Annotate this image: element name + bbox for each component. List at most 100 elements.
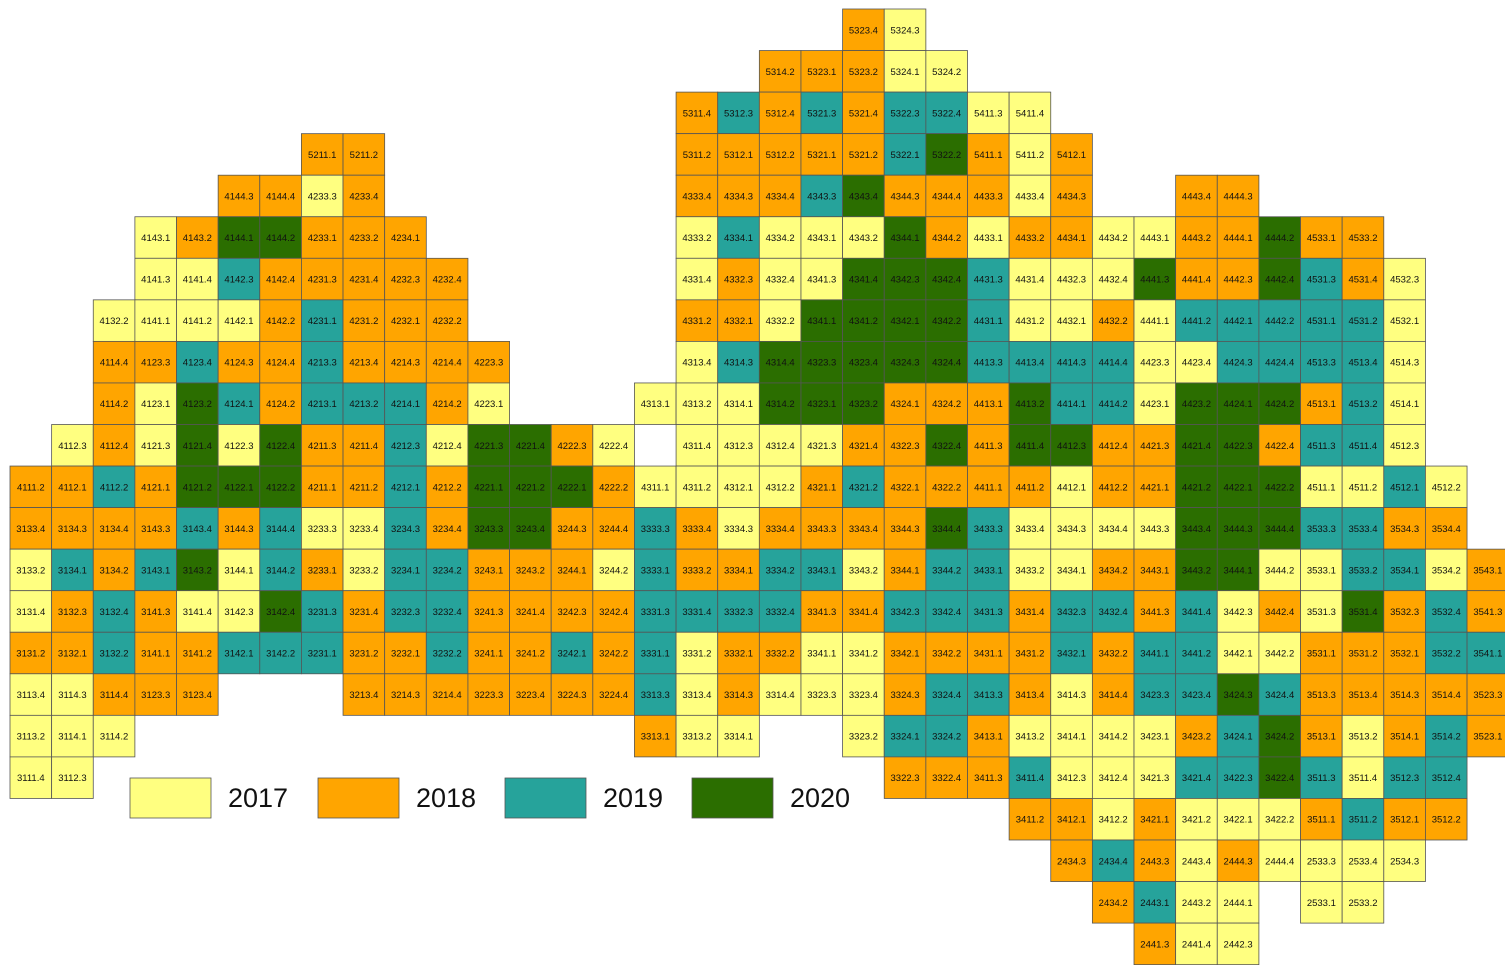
cell-label: 4123.2	[183, 399, 212, 410]
cell-label: 3444.3	[1224, 524, 1253, 535]
cell-label: 3343.4	[849, 524, 878, 535]
cell-label: 4343.3	[807, 191, 836, 202]
grid-cell	[1425, 798, 1468, 841]
grid-cell	[509, 673, 552, 716]
grid-cell	[1216, 548, 1260, 592]
grid-cell	[1425, 590, 1468, 633]
cell-label: 3413.3	[974, 690, 1003, 701]
cell-label: 4432.2	[1099, 316, 1128, 327]
grid-cell	[1091, 257, 1135, 301]
cell-label: 4444.2	[1265, 233, 1294, 244]
grid-cell	[800, 174, 843, 218]
cell-label: 3433.3	[974, 524, 1003, 535]
cell-label: 4214.2	[433, 399, 462, 410]
grid-cell	[967, 340, 1010, 384]
grid-cell	[800, 673, 843, 716]
cell-label: 4333.2	[682, 233, 711, 244]
cell-label: 4324.4	[932, 358, 961, 369]
cell-label: 2444.3	[1224, 856, 1253, 867]
cell-label: 3241.2	[516, 649, 545, 660]
grid-cell	[1175, 382, 1218, 425]
cell-label: 4413.2	[1015, 399, 1044, 410]
cell-label: 4431.3	[974, 275, 1003, 286]
grid-cell	[1091, 881, 1135, 924]
cell-label: 4421.1	[1140, 482, 1169, 493]
cell-label: 3324.1	[891, 732, 920, 743]
grid-cell	[1466, 590, 1505, 633]
cell-label: 3133.2	[16, 565, 45, 576]
cell-label: 3343.3	[807, 524, 836, 535]
grid-cell	[1008, 465, 1052, 508]
cell-label: 4341.3	[807, 275, 836, 286]
grid-cell	[176, 340, 219, 384]
cell-label: 3413.4	[1015, 690, 1044, 701]
cell-label: 3421.3	[1140, 773, 1169, 784]
cell-label: 4344.3	[891, 191, 920, 202]
grid-cell	[92, 465, 136, 508]
grid-cell	[758, 216, 802, 259]
cell-label: 4434.2	[1099, 233, 1128, 244]
cell-label: 4141.1	[141, 316, 170, 327]
cell-label: 3514.3	[1390, 690, 1419, 701]
cell-label: 3441.4	[1182, 607, 1211, 618]
grid-cell	[717, 133, 760, 176]
cell-label: 4533.2	[1348, 233, 1377, 244]
cell-label: 4413.3	[974, 358, 1003, 369]
grid-cell	[925, 91, 968, 135]
grid-cell	[800, 299, 843, 342]
cell-label: 2533.3	[1307, 856, 1336, 867]
grid-cell	[1050, 631, 1093, 675]
grid-cell	[342, 340, 386, 384]
grid-cell	[1300, 548, 1343, 592]
grid-cell	[1425, 465, 1468, 508]
cell-label: 2434.4	[1099, 856, 1128, 867]
cell-label: 3324.4	[932, 690, 961, 701]
cell-label: 3333.1	[641, 565, 670, 576]
grid-cell	[1008, 548, 1052, 592]
cell-label: 4122.2	[266, 482, 295, 493]
grid-cell	[384, 299, 427, 342]
grid-cell	[1091, 673, 1135, 716]
grid-cell	[717, 631, 760, 675]
grid-cell	[176, 299, 219, 342]
cell-label: 3331.3	[641, 607, 670, 618]
cell-label: 3541.1	[1473, 649, 1502, 660]
cell-label: 3234.2	[433, 565, 462, 576]
grid-cell	[758, 50, 802, 93]
cell-label: 3441.3	[1140, 607, 1169, 618]
cell-label: 4421.4	[1182, 441, 1211, 452]
grid-cell	[967, 714, 1010, 758]
grid-cell	[301, 133, 344, 176]
grid-cell	[342, 590, 386, 633]
cell-label: 4122.1	[224, 482, 253, 493]
cell-label: 3244.3	[557, 524, 586, 535]
cell-label: 2533.1	[1307, 898, 1336, 909]
grid-cell	[675, 424, 719, 467]
cell-label: 4321.3	[807, 441, 836, 452]
cell-label: 4532.1	[1390, 316, 1419, 327]
cell-label: 3511.2	[1349, 815, 1377, 826]
cell-label: 4441.1	[1140, 316, 1169, 327]
grid-cell	[1466, 714, 1505, 758]
cell-label: 4412.2	[1099, 482, 1128, 493]
grid-cell	[1175, 631, 1218, 675]
grid-cell	[1341, 798, 1385, 841]
cell-label: 3132.4	[100, 607, 129, 618]
grid-cell	[342, 548, 386, 592]
cell-label: 5312.3	[724, 108, 753, 119]
grid-cell	[675, 673, 719, 716]
cell-label: 5322.2	[932, 150, 961, 161]
cell-label: 3143.1	[141, 565, 170, 576]
cell-label: 3141.2	[183, 649, 212, 660]
cell-label: 4214.1	[391, 399, 420, 410]
grid-cell	[176, 424, 219, 467]
cell-label: 2444.1	[1224, 898, 1253, 909]
grid-cell	[1383, 756, 1426, 799]
cell-label: 4512.3	[1390, 441, 1419, 452]
cell-label: 3442.2	[1265, 649, 1294, 660]
grid-cell	[800, 133, 843, 176]
grid-cell	[925, 714, 968, 758]
cell-label: 2441.3	[1140, 939, 1169, 950]
grid-cell	[1383, 299, 1426, 342]
cell-label: 5321.1	[807, 150, 836, 161]
